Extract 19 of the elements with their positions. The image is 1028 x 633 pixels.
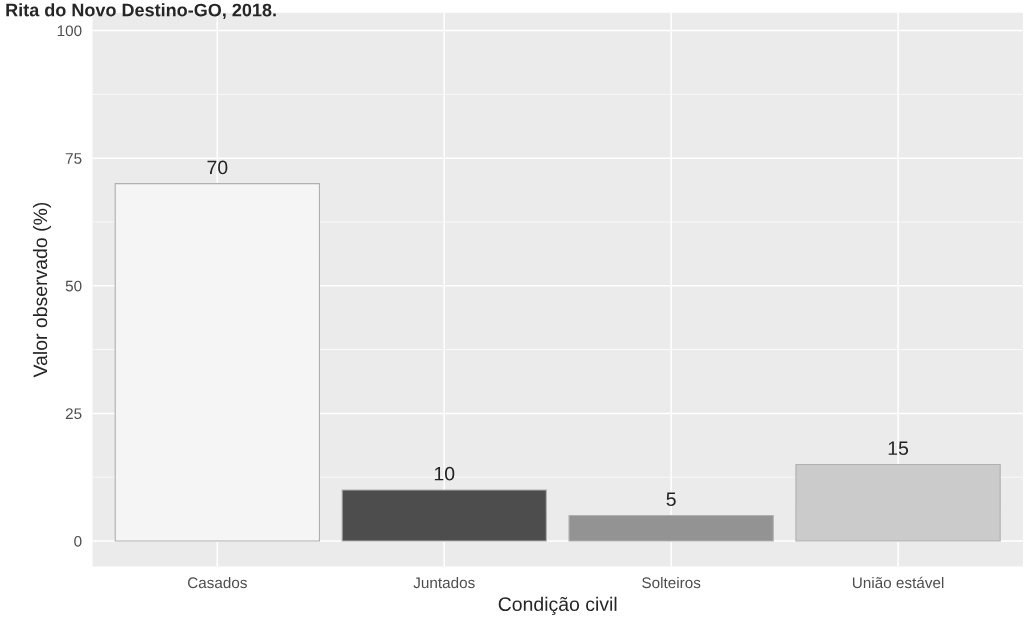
x-tick-label: União estável <box>852 576 944 589</box>
x-tick-label: Solteiros <box>642 576 701 589</box>
data-label: 5 <box>666 492 676 507</box>
bar <box>341 489 547 542</box>
data-label: 15 <box>888 441 909 456</box>
x-tick-label: Casados <box>187 576 247 589</box>
y-tick-label: 25 <box>65 408 82 420</box>
y-tick-label: 75 <box>65 153 82 164</box>
data-label: 10 <box>434 466 455 481</box>
bar <box>795 463 1001 542</box>
y-tick-label: 50 <box>65 280 82 292</box>
y-axis-title: Valor observado (%) <box>32 202 52 378</box>
x-axis-title: Condição civil <box>498 596 617 615</box>
y-tick-label: 100 <box>57 25 82 37</box>
data-label: 70 <box>207 160 228 175</box>
x-tick-label: Juntados <box>413 576 475 589</box>
chart-title: Rita do Novo Destino-GO, 2018. <box>6 3 276 20</box>
y-tick-label: 0 <box>74 535 82 547</box>
bar <box>568 514 774 542</box>
